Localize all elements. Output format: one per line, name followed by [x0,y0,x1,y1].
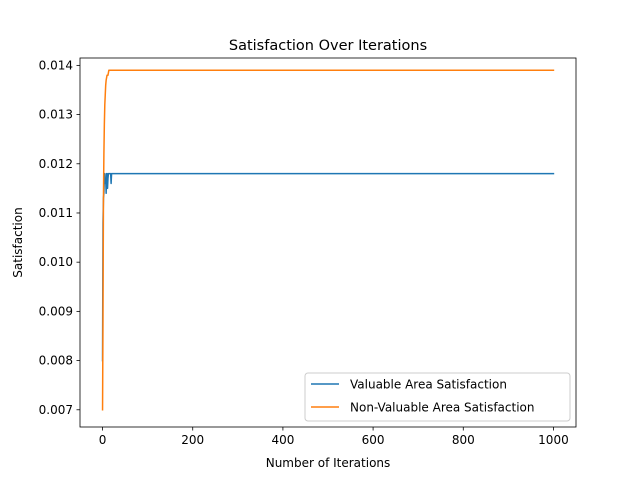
y-axis-label: Satisfaction [11,207,25,277]
plot-frame [79,57,577,428]
x-tick-label: 0 [99,433,107,447]
y-tick-label: 0.013 [39,108,73,122]
x-tick-label: 800 [452,433,475,447]
series-line-non-valuable [101,69,555,411]
legend-box [304,372,571,422]
y-tick-label: 0.014 [39,58,73,72]
legend: Valuable Area Satisfaction Non-Valuable … [304,372,571,422]
y-tick-label: 0.007 [39,403,73,417]
y-tick-label: 0.009 [39,304,73,318]
legend-label-valuable: Valuable Area Satisfaction [350,378,507,392]
chart-title: Satisfaction Over Iterations [229,38,427,54]
series-layer [101,69,555,411]
series-line-valuable [101,172,555,362]
x-tick-label: 400 [271,433,294,447]
y-tick-label: 0.008 [39,354,73,368]
y-tick-label: 0.012 [39,157,73,171]
y-axis-ticks: 0.007 0.008 0.009 0.010 0.011 0.012 0.013 0.014 [39,58,80,417]
x-axis-label: Number of Iterations [266,456,391,470]
y-tick-label: 0.011 [39,206,73,220]
plot-area [79,57,577,428]
x-tick-label: 1000 [538,433,569,447]
x-tick-label: 200 [181,433,204,447]
x-tick-label: 600 [362,433,385,447]
legend-label-non-valuable: Non-Valuable Area Satisfaction [350,401,534,415]
y-tick-label: 0.010 [39,255,73,269]
x-axis-ticks: 0 200 400 600 800 1000 [99,427,569,447]
